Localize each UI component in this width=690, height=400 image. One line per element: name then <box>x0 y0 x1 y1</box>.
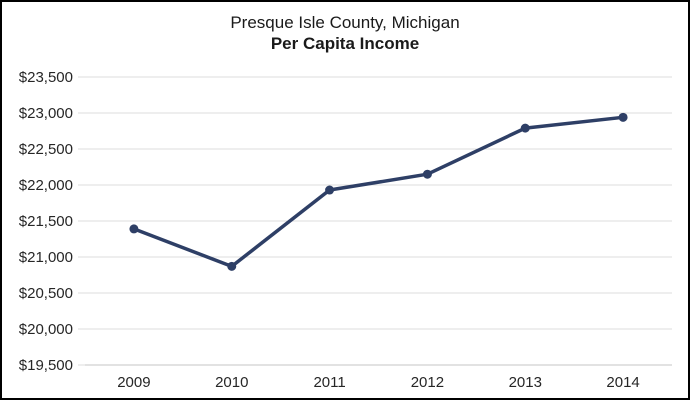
y-tick-label: $19,500 <box>19 357 73 374</box>
x-tick-label: 2011 <box>313 374 345 391</box>
x-tick-label: 2010 <box>215 374 248 391</box>
data-point-marker <box>227 261 237 271</box>
y-tick-label: $23,000 <box>19 105 73 122</box>
y-tick-label: $21,000 <box>19 249 73 266</box>
chart-title-block: Presque Isle County, Michigan Per Capita… <box>2 12 688 54</box>
y-tick-label: $20,000 <box>19 321 73 338</box>
y-tick-label: $23,500 <box>19 69 73 86</box>
series-line <box>132 115 625 269</box>
x-tick-label: 2014 <box>606 374 639 391</box>
y-tick-label: $20,500 <box>19 285 73 302</box>
data-point-marker <box>129 224 139 234</box>
x-tick-label: 2012 <box>411 374 444 391</box>
data-point-marker <box>325 185 335 195</box>
y-tick-label: $22,000 <box>19 177 73 194</box>
data-point-marker <box>520 123 530 133</box>
y-tick-label: $22,500 <box>19 141 73 158</box>
data-point-marker <box>618 112 628 122</box>
chart-subtitle: Per Capita Income <box>270 34 420 53</box>
data-point-marker <box>422 169 432 179</box>
x-tick-label: 2009 <box>117 374 150 391</box>
y-tick-label: $21,500 <box>19 213 73 230</box>
chart-title: Presque Isle County, Michigan <box>230 13 460 32</box>
x-tick-label: 2013 <box>509 374 542 391</box>
